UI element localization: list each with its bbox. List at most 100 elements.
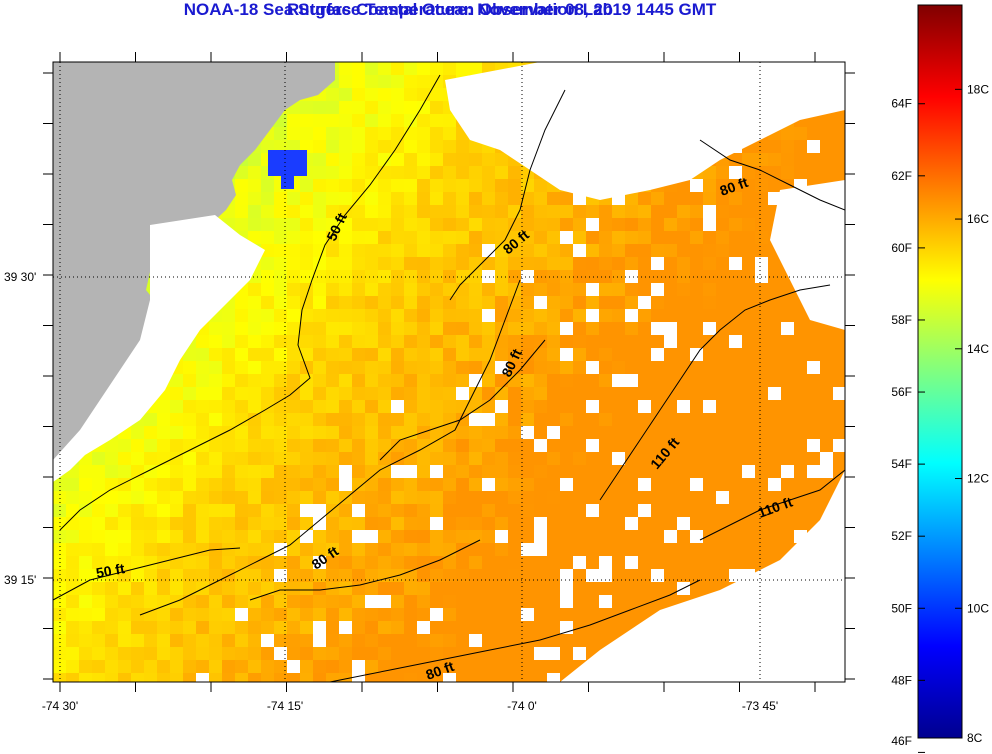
lat-label: 39 30': [4, 270, 36, 284]
sst-pixel: [508, 179, 521, 192]
sst-pixel: [612, 530, 625, 543]
sst-pixel: [300, 491, 313, 504]
sst-pixel: [274, 283, 287, 296]
sst-pixel: [586, 205, 599, 218]
sst-pixel: [170, 530, 183, 543]
sst-pixel: [781, 140, 794, 153]
sst-pixel: [417, 556, 430, 569]
sst-pixel: [144, 595, 157, 608]
sst-pixel: [313, 361, 326, 374]
sst-pixel: [66, 647, 79, 660]
sst-pixel: [378, 192, 391, 205]
sst-pixel: [391, 413, 404, 426]
sst-pixel: [222, 452, 235, 465]
sst-pixel: [417, 127, 430, 140]
sst-pixel: [365, 88, 378, 101]
sst-pixel: [391, 348, 404, 361]
sst-pixel: [664, 283, 677, 296]
sst-pixel: [378, 673, 391, 682]
colorbar-f-label: 62F: [891, 169, 912, 183]
sst-pixel: [833, 374, 845, 387]
sst-pixel: [365, 439, 378, 452]
sst-pixel: [586, 621, 599, 634]
sst-pixel: [391, 387, 404, 400]
sst-pixel: [482, 322, 495, 335]
sst-pixel: [105, 491, 118, 504]
sst-pixel: [768, 426, 781, 439]
sst-pixel: [183, 348, 196, 361]
sst-pixel: [404, 374, 417, 387]
sst-pixel: [157, 608, 170, 621]
sst-pixel: [235, 504, 248, 517]
sst-pixel: [170, 374, 183, 387]
sst-pixel: [833, 452, 845, 465]
sst-pixel: [313, 231, 326, 244]
sst-pixel: [417, 504, 430, 517]
sst-pixel: [547, 296, 560, 309]
sst-pixel: [157, 647, 170, 660]
sst-pixel: [456, 309, 469, 322]
sst-pixel: [261, 465, 274, 478]
colorbar-f-label: 48F: [891, 673, 912, 687]
sst-pixel: [729, 517, 742, 530]
sst-pixel: [248, 621, 261, 634]
sst-pixel: [482, 673, 495, 682]
sst-pixel: [326, 88, 339, 101]
sst-pixel: [495, 621, 508, 634]
sst-pixel: [352, 621, 365, 634]
sst-pixel: [547, 556, 560, 569]
sst-pixel: [196, 348, 209, 361]
sst-pixel: [599, 426, 612, 439]
sst-pixel: [79, 530, 92, 543]
sst-pixel: [560, 309, 573, 322]
sst-pixel: [443, 452, 456, 465]
sst-pixel: [378, 101, 391, 114]
sst-pixel: [157, 530, 170, 543]
sst-pixel: [716, 348, 729, 361]
sst-pixel: [651, 244, 664, 257]
sst-pixel: [495, 647, 508, 660]
sst-pixel: [664, 426, 677, 439]
sst-pixel: [508, 192, 521, 205]
sst-pixel: [404, 439, 417, 452]
sst-pixel: [716, 374, 729, 387]
sst-pixel: [677, 491, 690, 504]
sst-pixel: [625, 296, 638, 309]
sst-pixel: [261, 608, 274, 621]
lon-label: -73 45': [742, 699, 778, 713]
sst-pixel: [157, 517, 170, 530]
sst-pixel: [391, 231, 404, 244]
sst-pixel: [430, 569, 443, 582]
sst-pixel: [365, 75, 378, 88]
sst-pixel: [313, 608, 326, 621]
sst-pixel: [495, 673, 508, 682]
sst-pixel: [261, 556, 274, 569]
sst-pixel: [235, 660, 248, 673]
sst-pixel: [469, 179, 482, 192]
sst-pixel: [508, 348, 521, 361]
sst-pixel: [443, 205, 456, 218]
sst-pixel: [456, 283, 469, 296]
sst-pixel: [443, 439, 456, 452]
sst-pixel: [573, 439, 586, 452]
sst-pixel: [794, 166, 807, 179]
sst-pixel: [768, 361, 781, 374]
sst-pixel: [261, 257, 274, 270]
sst-pixel: [183, 543, 196, 556]
sst-pixel: [469, 231, 482, 244]
sst-pixel: [300, 673, 313, 682]
sst-pixel: [417, 374, 430, 387]
sst-pixel: [339, 335, 352, 348]
sst-pixel: [508, 400, 521, 413]
sst-pixel: [404, 504, 417, 517]
colorbar-f-label: 56F: [891, 385, 912, 399]
sst-pixel: [820, 348, 833, 361]
sst-pixel: [209, 582, 222, 595]
sst-pixel: [391, 543, 404, 556]
sst-pixel: [755, 400, 768, 413]
sst-pixel: [105, 439, 118, 452]
sst-pixel: [378, 114, 391, 127]
sst-pixel: [391, 322, 404, 335]
sst-pixel: [287, 114, 300, 127]
contour-80ft-south: [329, 579, 701, 682]
